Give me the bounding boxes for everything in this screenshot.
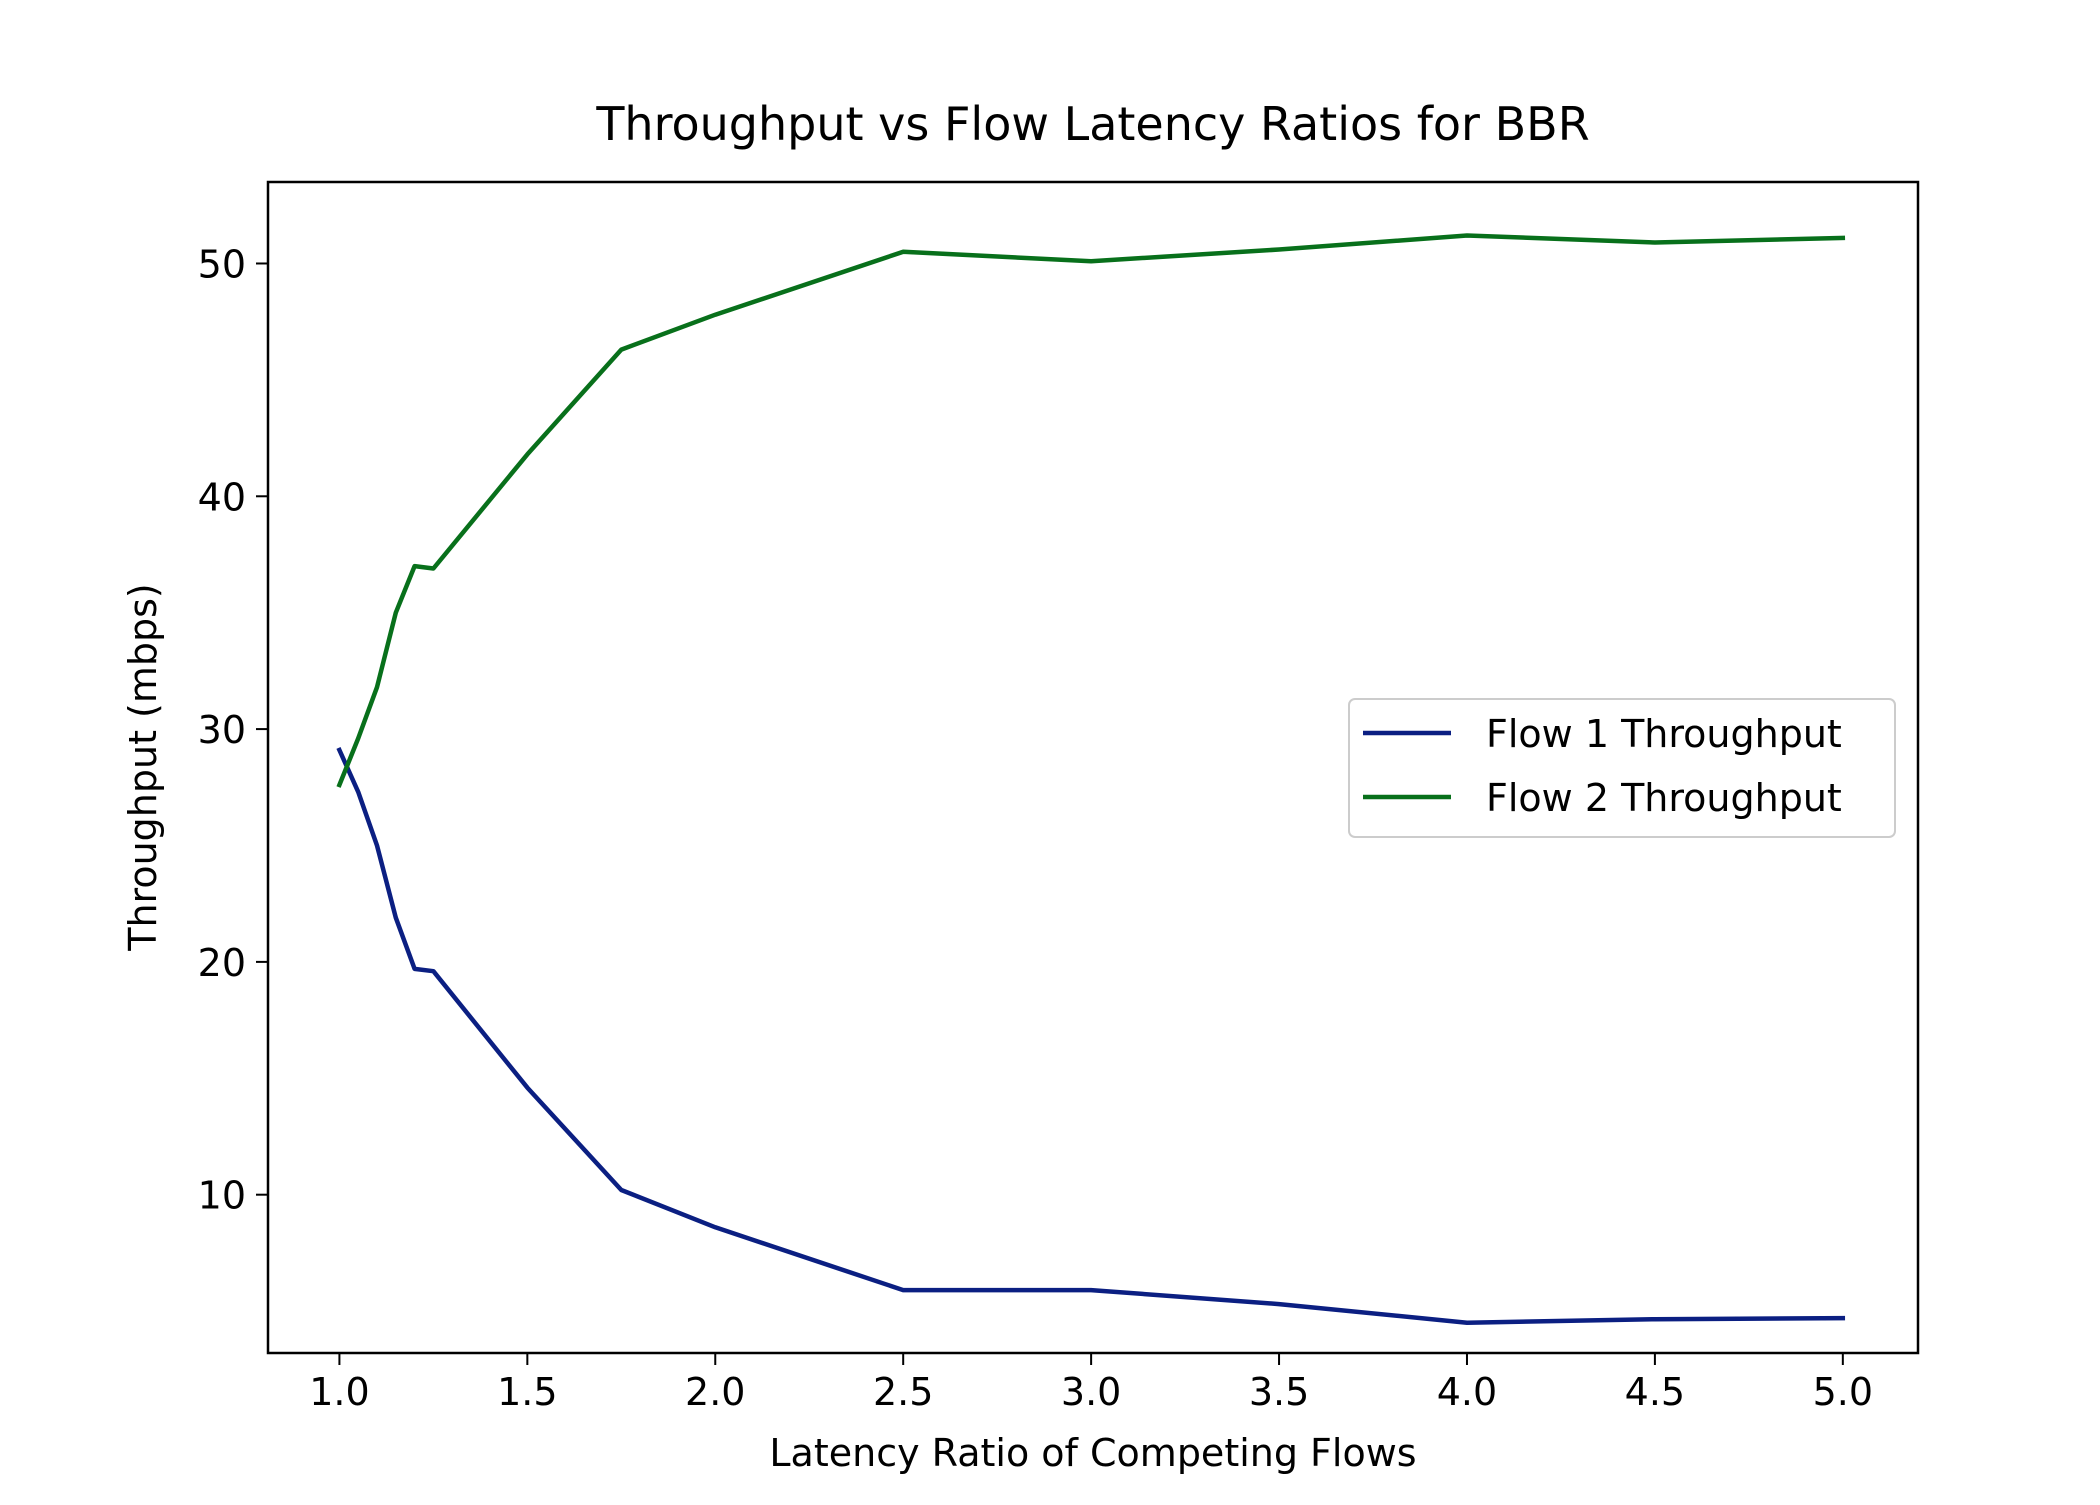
y-tick-label: 10: [198, 1174, 246, 1218]
x-tick-label: 5.0: [1813, 1370, 1873, 1414]
y-tick-label: 50: [198, 242, 246, 286]
series-lines: [336, 233, 1846, 1325]
x-tick-label: 2.0: [685, 1370, 745, 1414]
legend: Flow 1 Throughput Flow 2 Throughput: [1348, 698, 1896, 838]
legend-label-flow-1: Flow 1 Throughput: [1486, 712, 1842, 756]
x-tick-label: 2.5: [873, 1370, 933, 1414]
x-axis: 1.0 1.5 2.0 2.5 3.0 3.5 4.0 4.5 5.0: [309, 1353, 1873, 1414]
chart-title: Throughput vs Flow Latency Ratios for BB…: [595, 97, 1589, 151]
y-tick-label: 30: [198, 708, 246, 752]
x-tick-label: 4.5: [1625, 1370, 1685, 1414]
plot-frame: [266, 180, 1920, 1355]
series-line-flow-2: [336, 233, 1846, 788]
legend-label-flow-2: Flow 2 Throughput: [1486, 776, 1842, 820]
legend-box: [1348, 698, 1896, 838]
series-line-flow-1: [336, 747, 1846, 1325]
x-axis-label: Latency Ratio of Competing Flows: [769, 1431, 1416, 1475]
x-tick-label: 1.0: [309, 1370, 369, 1414]
x-tick-label: 1.5: [497, 1370, 557, 1414]
x-tick-label: 4.0: [1437, 1370, 1497, 1414]
y-tick-label: 20: [198, 941, 246, 985]
y-tick-label: 40: [198, 475, 246, 519]
y-axis: 10 20 30 40 50: [198, 242, 268, 1218]
x-tick-label: 3.0: [1061, 1370, 1121, 1414]
y-axis-label: Throughput (mbps): [121, 583, 165, 952]
x-tick-label: 3.5: [1249, 1370, 1309, 1414]
